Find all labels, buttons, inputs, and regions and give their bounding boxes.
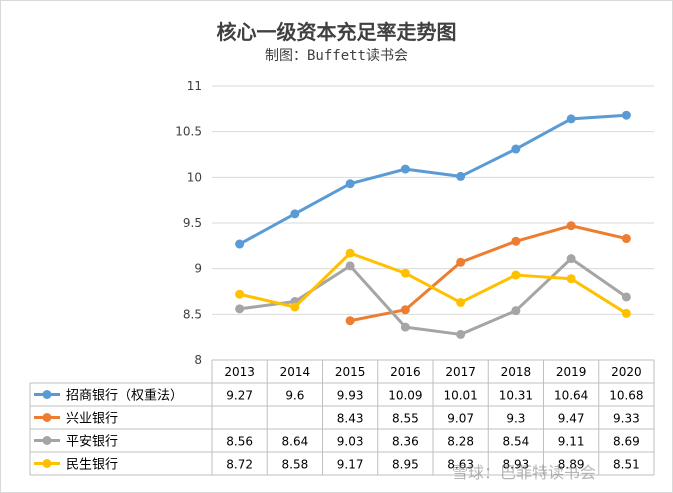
- data-point: [235, 239, 245, 249]
- data-table-cell: 9.47: [558, 412, 585, 426]
- data-point: [566, 274, 576, 284]
- data-table-cell: 8.55: [392, 412, 419, 426]
- x-tick-label: 2015: [335, 365, 366, 379]
- y-tick-label: 9.5: [183, 216, 202, 230]
- data-table-cell: 8.89: [558, 458, 585, 472]
- x-tick-label: 2019: [556, 365, 587, 379]
- x-tick-label: 2014: [280, 365, 311, 379]
- data-table-cell: 8.28: [447, 435, 474, 449]
- legend-marker: [42, 459, 52, 468]
- legend-label: 平安银行: [66, 435, 118, 450]
- data-point: [621, 308, 631, 318]
- data-table-cell: 9.03: [337, 435, 364, 449]
- data-table-cell: 8.58: [282, 458, 309, 472]
- data-table-cell: 9.3: [506, 412, 525, 426]
- data-point: [345, 316, 355, 326]
- x-tick-label: 2020: [611, 365, 642, 379]
- data-table-cell: 8.43: [337, 412, 364, 426]
- data-point: [566, 221, 576, 231]
- data-table-cell: 9.27: [226, 389, 253, 403]
- series-line: [238, 251, 628, 315]
- data-point: [566, 254, 576, 264]
- data-table-cell: 10.68: [609, 389, 643, 403]
- data-point: [290, 302, 300, 312]
- data-point: [235, 289, 245, 299]
- data-table-cell: 8.36: [392, 435, 419, 449]
- data-point: [290, 209, 300, 219]
- series-line: [238, 113, 628, 246]
- data-point: [345, 248, 355, 258]
- legend-marker: [42, 436, 52, 445]
- chart-subtitle: 制图：Buffett读书会: [264, 48, 408, 64]
- data-point: [566, 114, 576, 124]
- data-table-cell: 8.72: [226, 458, 253, 472]
- data-table-cell: 10.09: [388, 389, 422, 403]
- data-table-cell: 9.93: [337, 389, 364, 403]
- data-table-cell: 8.51: [613, 458, 640, 472]
- data-table-cell: 8.54: [503, 435, 530, 449]
- series-line: [238, 257, 628, 336]
- data-point: [621, 292, 631, 302]
- x-tick-label: 2017: [445, 365, 476, 379]
- legend-marker: [42, 413, 52, 422]
- x-tick-label: 2013: [224, 365, 255, 379]
- data-point: [400, 305, 410, 315]
- legend-label: 民生银行: [66, 458, 118, 473]
- y-tick-label: 9: [194, 262, 202, 276]
- y-tick-label: 10: [187, 170, 202, 184]
- data-table-cell: 9.11: [558, 435, 585, 449]
- legend-marker: [42, 390, 52, 399]
- data-point: [400, 268, 410, 278]
- data-table-cell: 10.31: [499, 389, 533, 403]
- data-table-cell: 9.17: [337, 458, 364, 472]
- y-tick-label: 8: [194, 353, 202, 367]
- data-point: [400, 164, 410, 174]
- data-table-cell: 10.01: [443, 389, 477, 403]
- y-tick-label: 11: [187, 79, 202, 93]
- legend-label: 招商银行（权重法）: [66, 388, 183, 404]
- data-table-cell: 8.93: [503, 458, 530, 472]
- data-point: [345, 179, 355, 189]
- data-table-cell: 8.95: [392, 458, 419, 472]
- series-line: [348, 224, 628, 323]
- data-table-cell: 9.07: [447, 412, 474, 426]
- x-tick-label: 2018: [501, 365, 532, 379]
- legend-label: 兴业银行: [66, 412, 118, 427]
- data-table-cell: 8.63: [447, 458, 474, 472]
- data-table-cell: 10.64: [554, 389, 588, 403]
- data-point: [456, 171, 466, 181]
- data-point: [511, 144, 521, 154]
- data-point: [456, 329, 466, 339]
- y-tick-label: 10.5: [175, 125, 202, 139]
- data-table-cell: 8.56: [226, 435, 253, 449]
- data-point: [621, 110, 631, 120]
- data-point: [511, 236, 521, 246]
- x-tick-label: 2016: [390, 365, 421, 379]
- data-point: [345, 261, 355, 271]
- data-table-cell: 8.64: [282, 435, 309, 449]
- y-tick-label: 8.5: [183, 307, 202, 321]
- data-point: [511, 270, 521, 280]
- data-table-cell: 9.6: [285, 389, 304, 403]
- chart-title: 核心一级资本充足率走势图: [216, 20, 457, 44]
- data-point: [235, 304, 245, 314]
- data-point: [456, 257, 466, 267]
- data-point: [511, 306, 521, 316]
- watermark: 雪球：巴菲特读书会: [452, 463, 597, 482]
- data-table-cell: 8.69: [613, 435, 640, 449]
- data-table-cell: 9.33: [613, 412, 640, 426]
- data-point: [621, 234, 631, 244]
- data-point: [400, 322, 410, 332]
- data-point: [456, 297, 466, 307]
